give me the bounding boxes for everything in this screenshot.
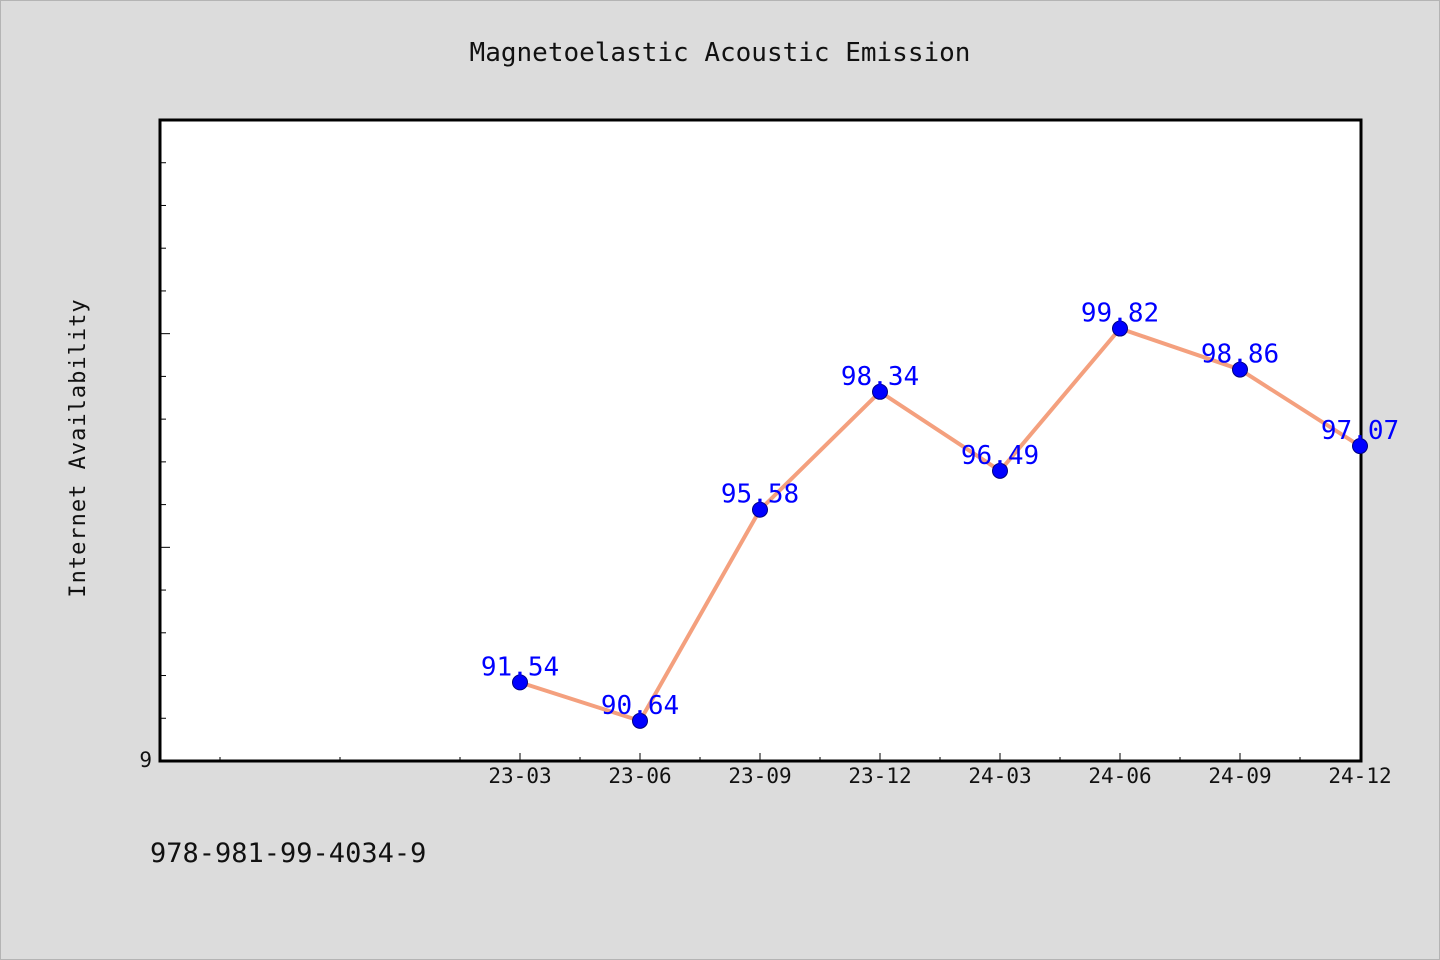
data-label: 97.07 (1321, 416, 1399, 446)
data-label: 98.86 (1201, 340, 1279, 370)
x-tick-label: 24-03 (968, 764, 1031, 788)
plot-area (158, 118, 1363, 763)
x-tick-label: 23-12 (848, 764, 911, 788)
y-tick-label: 9 (139, 748, 152, 772)
data-label: 96.49 (961, 441, 1039, 471)
data-point (1112, 320, 1128, 337)
axis-ticks (160, 162, 1361, 761)
data-point (1232, 361, 1248, 378)
data-label: 99.82 (1081, 299, 1159, 329)
x-tick-label: 23-03 (488, 764, 551, 788)
data-point (1352, 438, 1368, 455)
x-tick-label: 23-06 (608, 764, 671, 788)
x-tick-label: 24-09 (1208, 764, 1271, 788)
data-point (512, 674, 528, 691)
x-tick-label: 24-12 (1328, 764, 1391, 788)
footer-isbn: 978-981-99-4034-9 (150, 838, 426, 869)
data-point (632, 712, 648, 729)
data-label: 95.58 (721, 480, 799, 510)
data-point (872, 383, 888, 400)
data-point (992, 462, 1008, 479)
data-label: 90.64 (601, 691, 679, 721)
chart-title: Magnetoelastic Acoustic Emission (470, 38, 971, 68)
x-tick-labels: 23-03 23-06 23-09 23-12 24-03 24-06 24-09 24-12 (488, 764, 1391, 788)
data-label: 91.54 (481, 652, 559, 682)
data-label: 98.34 (841, 362, 919, 392)
data-labels: 91.54 90.64 95.58 98.34 96.49 99.82 98.86 97.07 (481, 299, 1399, 721)
data-markers (512, 320, 1368, 729)
data-point (752, 501, 768, 518)
series-line-group (519, 326, 1362, 723)
x-tick-label: 23-09 (728, 764, 791, 788)
series-line (519, 326, 1362, 723)
x-tick-label: 24-06 (1088, 764, 1151, 788)
y-axis-label: Internet Availability (66, 298, 91, 597)
